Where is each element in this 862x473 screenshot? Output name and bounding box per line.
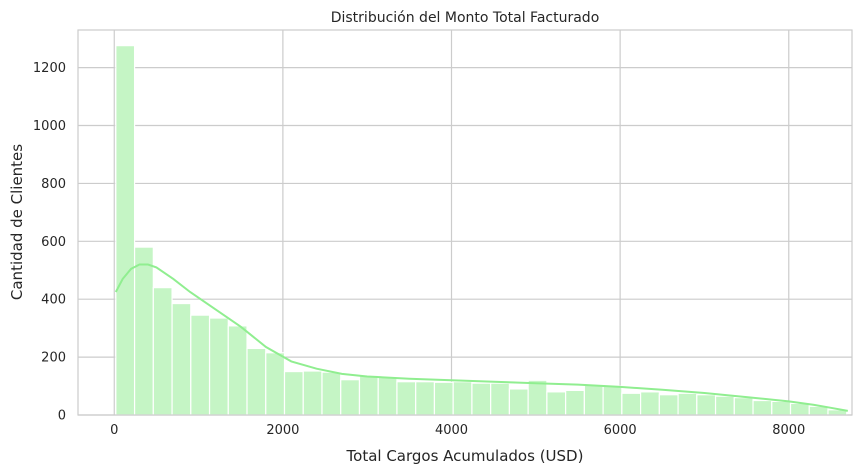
histogram-bar (415, 381, 436, 416)
histogram-bar (152, 287, 173, 416)
histogram-bar (377, 376, 398, 416)
histogram-bar (490, 382, 511, 416)
histogram-bar (433, 381, 454, 416)
histogram-bar (115, 45, 136, 416)
histogram-bar (621, 392, 642, 416)
histogram-bar (546, 391, 567, 416)
histogram-bar (321, 371, 342, 416)
x-tick-label: 8000 (772, 423, 805, 438)
y-tick-label: 0 (58, 409, 66, 424)
histogram-bar (733, 397, 754, 416)
histogram-bar (227, 325, 248, 416)
histogram-bar (677, 392, 698, 416)
histogram-bar (246, 347, 267, 416)
histogram-bar (283, 370, 304, 416)
histogram-bar (396, 381, 417, 416)
gridlines (78, 30, 852, 416)
x-tick-label: 6000 (604, 423, 637, 438)
x-tick-labels: 0 2000 4000 6000 8000 (110, 423, 805, 438)
histogram-bar (602, 385, 623, 416)
histogram-bar (358, 374, 379, 416)
histogram-bar (752, 399, 773, 416)
histogram-bar (565, 389, 585, 416)
y-axis-title: Cantidad de Clientes (8, 144, 26, 300)
histogram-bar (133, 246, 154, 416)
histogram-bar (658, 394, 679, 416)
chart-title: Distribución del Monto Total Facturado (331, 10, 600, 26)
histogram-bar (171, 302, 192, 416)
y-tick-label: 200 (41, 351, 66, 366)
y-tick-label: 800 (41, 177, 66, 192)
x-tick-label: 0 (110, 423, 118, 438)
kde-line (114, 263, 848, 412)
histogram-bar (208, 317, 229, 416)
histogram-bar (789, 402, 810, 416)
histogram-bar (265, 352, 286, 416)
histogram-bar (302, 370, 323, 416)
y-tick-label: 400 (41, 293, 66, 308)
histogram-bar (771, 400, 792, 416)
histogram-bar (471, 382, 492, 416)
x-tick-label: 4000 (435, 423, 468, 438)
histogram-bar (696, 394, 717, 416)
y-tick-label: 1000 (33, 119, 66, 134)
histogram-bars (115, 45, 848, 416)
histogram-bar (452, 381, 473, 416)
y-tick-label: 600 (41, 235, 66, 250)
histogram-bar (639, 391, 660, 416)
histogram-bar (527, 379, 548, 416)
histogram-bar (714, 395, 735, 416)
histogram-bar (508, 388, 529, 416)
x-tick-label: 2000 (266, 423, 299, 438)
y-tick-labels: 0 200 400 600 800 1000 1200 (33, 61, 66, 423)
y-tick-label: 1200 (33, 61, 66, 76)
histogram-bar (190, 314, 211, 416)
plot-frame (77, 29, 853, 416)
histogram-bar (340, 379, 361, 416)
x-axis-title: Total Cargos Acumulados (USD) (346, 447, 584, 465)
histogram-bar (583, 384, 604, 416)
